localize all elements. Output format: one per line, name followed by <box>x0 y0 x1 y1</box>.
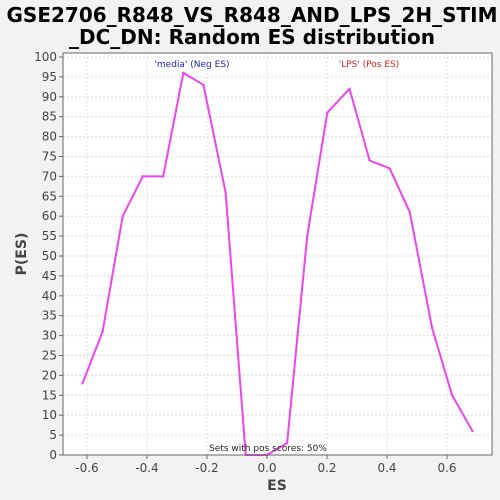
data-point <box>101 330 104 333</box>
data-point <box>368 159 371 162</box>
y-tick-label: 100 <box>34 50 57 64</box>
x-tick-label: 0.0 <box>257 461 276 475</box>
y-tick-label: 55 <box>42 229 57 243</box>
y-tick-label: 15 <box>42 388 57 402</box>
y-tick-label: 80 <box>42 130 57 144</box>
y-tick-label: 85 <box>42 110 57 124</box>
plot-area <box>63 53 492 455</box>
series-line <box>81 71 474 456</box>
pos-es-label: 'LPS' (Pos ES) <box>339 60 400 70</box>
y-tick-label: 40 <box>42 289 57 303</box>
y-tick-label: 50 <box>42 249 57 263</box>
grid-lines <box>63 53 492 456</box>
neg-es-label: 'media' (Neg ES) <box>154 60 229 70</box>
y-tick-label: 30 <box>42 329 57 343</box>
chart-title-line-1: GSE2706_R848_VS_R848_AND_LPS_2H_STIM <box>7 3 498 27</box>
y-tick-label: 20 <box>42 368 57 382</box>
data-point <box>182 71 185 75</box>
x-axis-title: ES <box>267 478 287 494</box>
data-point <box>202 83 205 87</box>
y-tick-label: 95 <box>42 70 57 84</box>
data-point <box>306 234 309 238</box>
y-tick-label: 90 <box>42 90 57 104</box>
y-tick-label: 65 <box>42 189 57 203</box>
x-tick-label: 0.2 <box>317 461 336 475</box>
y-axis-title: P(ES) <box>14 233 30 276</box>
x-tick-label: -0.6 <box>75 461 98 475</box>
series-layer <box>81 71 474 457</box>
data-point <box>430 326 434 329</box>
x-tick-label: -0.2 <box>195 461 218 475</box>
data-point <box>141 175 144 178</box>
y-tick-label: 35 <box>42 309 57 323</box>
y-tick-label: 25 <box>42 348 57 362</box>
data-point <box>224 191 227 194</box>
data-point <box>408 211 411 214</box>
data-point <box>326 111 329 114</box>
data-point <box>81 382 84 385</box>
data-point <box>285 441 289 445</box>
data-point <box>162 175 165 178</box>
x-tick-label: -0.4 <box>135 461 158 475</box>
pos-score-footer: Sets with pos scores: 50% <box>209 444 327 454</box>
plot-border <box>62 52 493 456</box>
y-tick-label: 75 <box>42 149 57 163</box>
data-point <box>121 214 124 218</box>
data-point <box>450 394 454 397</box>
y-tick-label: 0 <box>49 448 57 462</box>
axes: 0 5 10 15 20 25 30 35 40 45 50 55 60 65 70 75 80 85 90 95 10… <box>34 50 493 475</box>
chart-title-line-2: _DC_DN: Random ES distribution <box>69 25 435 49</box>
y-tick-label: 5 <box>49 428 57 442</box>
y-tick-label: 10 <box>42 408 57 422</box>
x-tick-label: 0.6 <box>437 461 456 475</box>
y-tick-label: 45 <box>42 269 57 283</box>
data-point <box>348 87 351 91</box>
data-point <box>471 429 474 433</box>
y-tick-label: 70 <box>42 169 57 183</box>
y-tick-label: 60 <box>42 209 57 223</box>
x-tick-label: 0.4 <box>377 461 396 475</box>
data-point <box>388 167 391 170</box>
